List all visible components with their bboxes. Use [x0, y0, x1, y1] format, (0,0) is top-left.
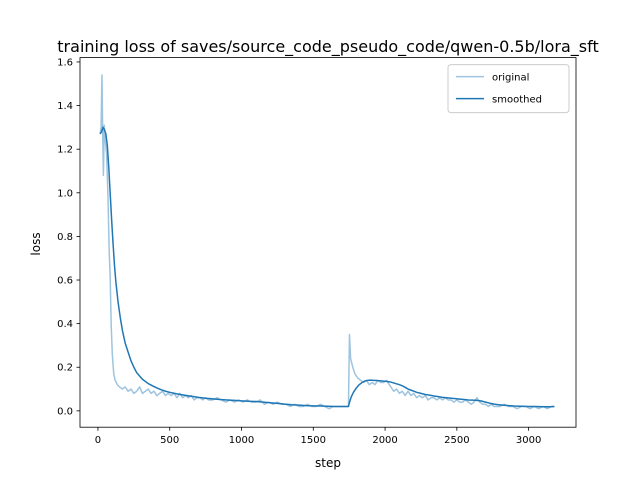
chart-title: training loss of saves/source_code_pseud… [57, 37, 598, 57]
y-tick-label: 0.0 [57, 406, 73, 417]
y-tick-label: 0.4 [57, 319, 73, 330]
y-axis-label: loss [29, 232, 43, 255]
y-tick-label: 0.8 [57, 232, 73, 243]
x-tick-label: 1500 [301, 435, 326, 446]
y-tick-label: 1.4 [57, 101, 73, 112]
legend: original smoothed [447, 64, 570, 114]
y-tick-label: 1.6 [57, 57, 73, 68]
axes-frame [79, 57, 577, 428]
y-tick-label: 1.2 [57, 145, 73, 156]
x-tick-label: 1000 [229, 435, 254, 446]
y-tick-label: 1.0 [57, 188, 73, 199]
x-tick-label: 3000 [516, 435, 541, 446]
y-tick-label: 0.6 [57, 276, 73, 287]
plot-area: 0 500 1000 1500 2000 2500 3000 0.0 0.2 0.4 0.6 0.8 1… [57, 57, 577, 446]
x-tick-label: 2500 [444, 435, 469, 446]
x-tick-label: 2000 [372, 435, 397, 446]
y-tick-label: 0.2 [57, 363, 73, 374]
legend-label-original: original [492, 73, 529, 84]
x-axis-label: step [315, 456, 341, 470]
x-tick-label: 0 [95, 435, 101, 446]
x-tick-label: 500 [160, 435, 179, 446]
series-line-smoothed [99, 126, 555, 408]
legend-label-smoothed: smoothed [492, 95, 542, 106]
